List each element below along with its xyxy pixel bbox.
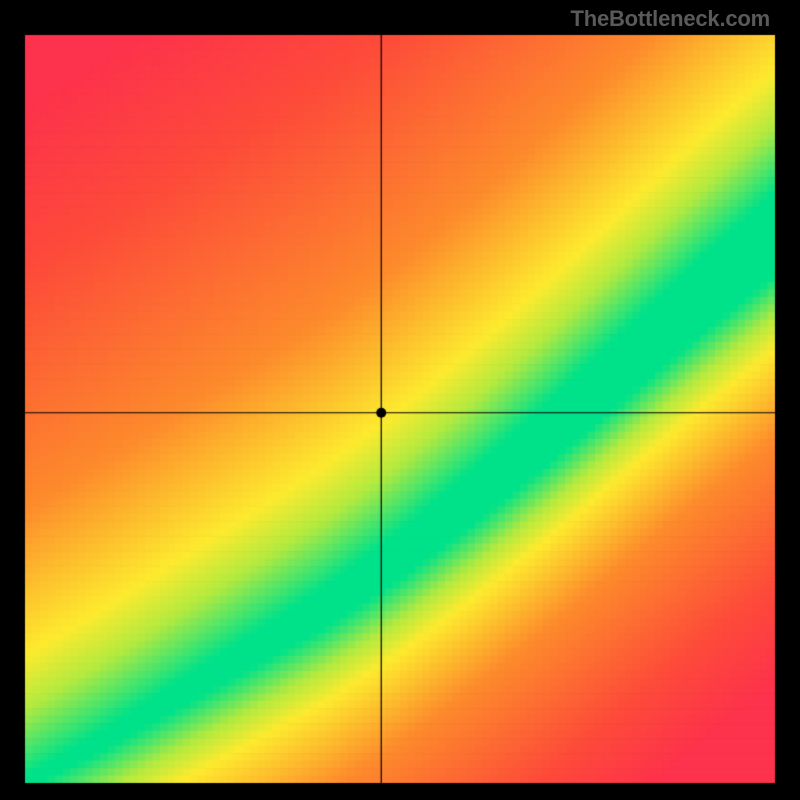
watermark-text: TheBottleneck.com [570, 6, 770, 32]
chart-container: { "watermark": { "text": "TheBottleneck.… [0, 0, 800, 800]
bottleneck-heatmap [0, 0, 800, 800]
